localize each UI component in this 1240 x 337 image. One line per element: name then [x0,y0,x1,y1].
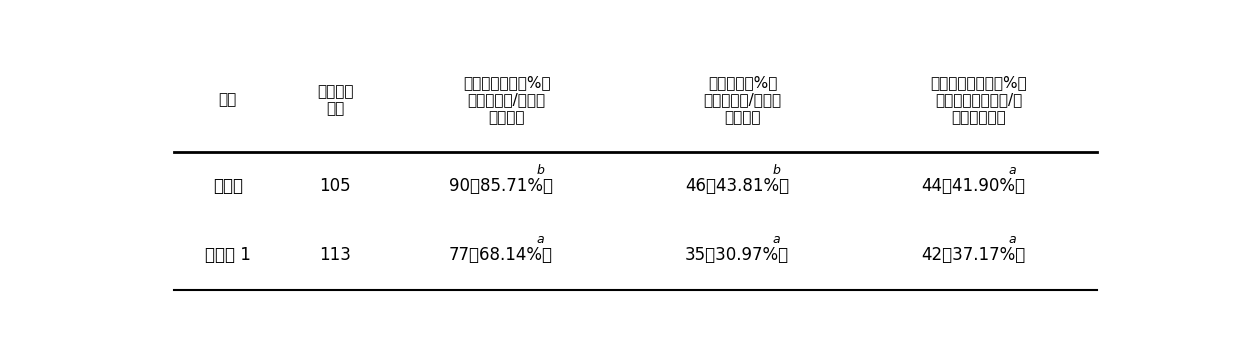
Text: a: a [773,233,780,246]
Text: 44（41.90%）: 44（41.90%） [921,177,1025,195]
Text: 42（37.17%）: 42（37.17%） [921,246,1025,264]
Text: 总卵母细
胞数: 总卵母细 胞数 [317,84,353,116]
Text: b: b [773,164,780,177]
Text: 三（多）原核（率%；
三（多）原核卵数/总
卵母细胞数）: 三（多）原核（率%； 三（多）原核卵数/总 卵母细胞数） [930,75,1027,125]
Text: 46（43.81%）: 46（43.81%） [684,177,789,195]
Text: a: a [536,233,543,246]
Text: a: a [1008,164,1016,177]
Text: 35（30.97%）: 35（30.97%） [684,246,789,264]
Text: 组别: 组别 [218,93,237,108]
Text: b: b [536,164,544,177]
Text: 113: 113 [319,246,351,264]
Text: a: a [1008,233,1016,246]
Text: 处理组: 处理组 [213,177,243,195]
Text: 77（68.14%）: 77（68.14%） [449,246,553,264]
Text: 90（85.71%）: 90（85.71%） [449,177,553,195]
Text: 105: 105 [320,177,351,195]
Text: 双原核（率%；
双原核卵数/总卵母
细胞数）: 双原核（率%； 双原核卵数/总卵母 细胞数） [704,75,782,125]
Text: 受精胚胎数（率%；
双极体卵数/总卵母
细胞数）: 受精胚胎数（率%； 双极体卵数/总卵母 细胞数） [463,75,551,125]
Text: 对照组 1: 对照组 1 [205,246,250,264]
